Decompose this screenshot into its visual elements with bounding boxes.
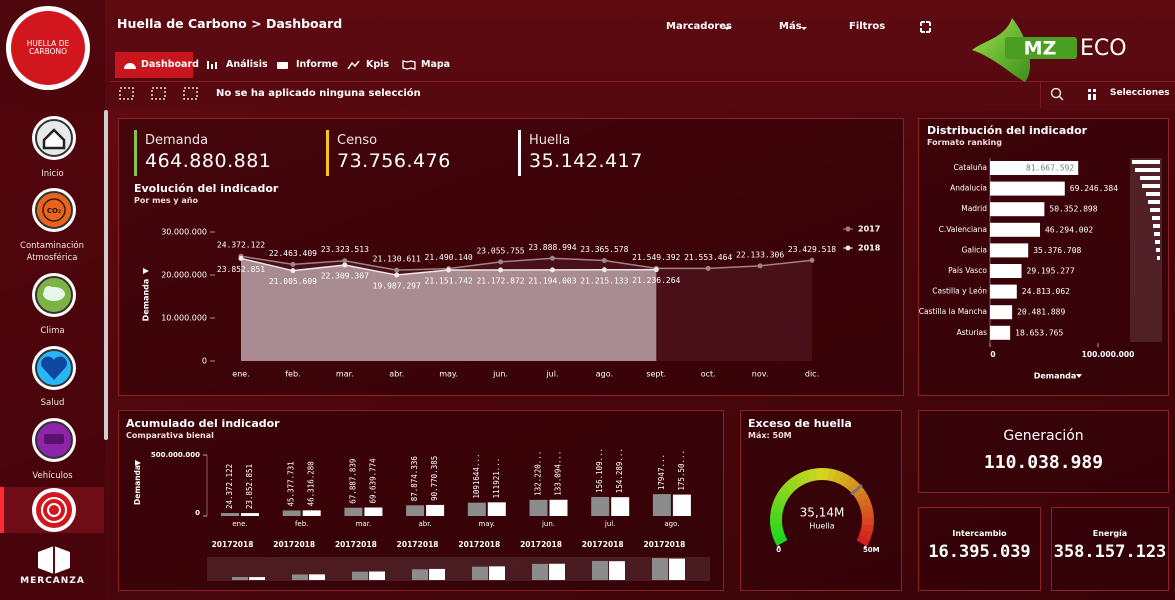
tab[interactable]: Análisis	[226, 59, 268, 70]
kpi-value: 16.395.039	[928, 542, 1031, 562]
kpi-value: 464.880.881	[145, 150, 272, 172]
menu-item[interactable]: Más	[779, 21, 802, 32]
kpi-label: Huella	[529, 133, 571, 148]
tab[interactable]: Kpis	[366, 59, 390, 70]
panel-ranking	[918, 118, 1169, 396]
chart-subtitle: Máx: 50M	[748, 431, 792, 440]
chart-title: Acumulado del indicador	[126, 417, 280, 430]
kpi-label: Energía	[1092, 529, 1128, 538]
selection-message: No se ha aplicado ninguna selección	[216, 88, 421, 99]
sidebar-scrollbar[interactable]	[104, 110, 108, 440]
app-logo-inner	[11, 11, 85, 85]
chart-subtitle: Formato ranking	[927, 138, 1002, 147]
tab[interactable]: Dashboard	[115, 52, 199, 78]
kpi-label: Demanda	[145, 133, 209, 148]
sidebar-label[interactable]: Contaminación Atmosférica	[20, 241, 84, 263]
sidebar-label[interactable]: Salud	[40, 398, 65, 408]
kpi-value: 358.157.123	[1053, 542, 1167, 562]
sidebar-label[interactable]: Clima	[40, 326, 65, 336]
tab[interactable]: Informe	[296, 59, 338, 70]
divider	[110, 81, 1175, 82]
kpi-value: 110.038.989	[983, 452, 1104, 473]
panel-generation	[918, 410, 1169, 493]
kpi-value: 35.142.417	[529, 150, 643, 172]
app-logo-line: HUELLA DE	[26, 39, 70, 48]
app-logo-line: CARBONO	[28, 47, 67, 56]
chart-title: Evolución del indicador	[134, 182, 279, 195]
kpi-accent	[134, 130, 137, 176]
divider	[1040, 82, 1041, 108]
kpi-value: 73.756.476	[337, 150, 451, 172]
menu-item[interactable]: Marcadores	[666, 21, 733, 32]
app-logo[interactable]: HUELLA DE CARBONO	[6, 6, 90, 90]
sidebar-selected	[0, 487, 104, 533]
chart-subtitle: Comparativa bienal	[126, 431, 214, 440]
panel-exchange	[918, 507, 1041, 591]
brand: MERCANZA	[20, 576, 85, 586]
kpi-label: Censo	[337, 133, 378, 148]
chart-subtitle: Por mes y año	[134, 196, 198, 205]
panel-gauge	[740, 410, 902, 591]
sidebar-label[interactable]: Inicio	[41, 169, 64, 179]
kpi-accent	[518, 130, 521, 176]
menu-item[interactable]: Filtros	[849, 21, 886, 32]
breadcrumb[interactable]: Huella de Carbono > Dashboard	[117, 16, 343, 31]
kpi-label: Generación	[1003, 428, 1084, 444]
panel-energy	[1051, 507, 1169, 591]
app-logo-text: HUELLA DE CARBONO	[6, 40, 90, 56]
selections-button[interactable]: Selecciones	[1110, 88, 1170, 98]
chart-title: Exceso de huella	[748, 417, 852, 430]
tab[interactable]: Mapa	[421, 59, 451, 70]
kpi-accent	[326, 130, 329, 176]
kpi-label: Intercambio	[952, 529, 1007, 538]
sidebar-selected-bar	[0, 487, 4, 533]
chart-title: Distribución del indicador	[927, 124, 1088, 137]
sidebar-label[interactable]: Vehículos	[32, 471, 73, 481]
